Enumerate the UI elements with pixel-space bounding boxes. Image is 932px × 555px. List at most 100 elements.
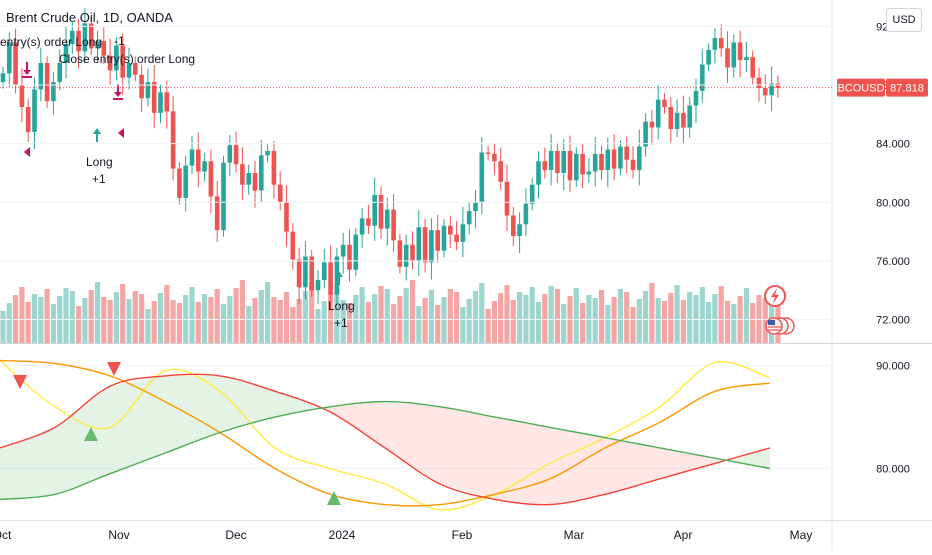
candle-113 [712,38,718,50]
volume-bar-81 [510,300,516,343]
candle-109 [687,105,692,128]
volume-bar-45 [283,292,290,343]
candle-74 [466,211,472,225]
candle-20 [126,63,132,78]
volume-bar-98 [617,289,623,343]
candle-9 [57,63,62,83]
volume-bar-88 [554,289,560,343]
volume-bar-52 [328,293,334,343]
currency-button[interactable]: USD [886,8,922,32]
candle-27 [170,111,176,169]
volume-bar-29 [183,295,189,343]
candle-34 [214,196,220,231]
candle-82 [517,224,522,236]
indicator-fill-0 [0,427,55,500]
candle-61 [385,209,390,229]
candle-110 [693,90,699,106]
exit-arrow-head-0 [23,70,31,75]
long-label-2: Long [328,299,355,313]
us-flag-icon[interactable] [765,317,795,335]
indicator-fill-8 [440,406,495,500]
volume-bar-25 [157,293,164,343]
candle-36 [227,145,233,163]
indicator-line-3 [0,400,771,501]
volume-bar-101 [636,299,642,343]
volume-bar-93 [586,295,592,343]
candle-55 [347,244,352,270]
volume-bar-31 [195,302,201,343]
volume-bar-49 [309,283,315,343]
candle-42 [265,150,270,156]
volume-bar-18 [113,292,119,343]
candle-114 [718,38,724,49]
volume-bars [0,280,781,343]
candle-119 [750,57,755,78]
exit-flag-0 [24,147,30,157]
volume-bar-60 [378,286,384,343]
volume-bar-24 [151,301,157,343]
candle-49 [309,256,314,291]
candle-51 [322,262,327,280]
volume-bar-73 [460,307,466,343]
candle-23 [145,82,151,99]
time-tick-7: May [790,528,813,542]
time-axis[interactable]: Oct Nov Dec 2024 Feb Mar Apr May [0,528,812,542]
candle-54 [340,244,346,257]
candle-56 [353,234,359,270]
candle-79 [498,161,503,182]
volume-bar-11 [69,291,75,343]
candle-32 [202,161,207,172]
candle-2 [13,42,18,86]
indicator-fill-2 [110,375,165,474]
flash-icon[interactable] [764,285,786,307]
candle-97 [611,149,617,169]
candle-57 [359,218,365,235]
volume-bar-3 [19,287,25,343]
time-tick-3: 2024 [329,528,356,542]
volume-bar-71 [447,289,453,343]
candle-93 [586,171,592,175]
last-price-label[interactable]: BCOUSD 87.818 [837,78,928,97]
candle-31 [196,149,201,172]
volume-bar-51 [321,301,327,343]
candle-7 [44,63,50,102]
candle-87 [548,150,554,171]
signal-triangle-1 [107,362,121,376]
candle-58 [366,218,371,226]
candle-8 [51,82,56,102]
volume-bar-87 [548,286,554,343]
volume-bar-38 [239,280,245,343]
volume-bar-108 [680,300,686,343]
indicator-fill-9 [495,417,550,505]
volume-bar-41 [258,290,264,343]
volume-bar-77 [485,309,491,343]
candle-39 [246,172,251,185]
indicator-fill-13 [715,447,770,469]
volume-bar-84 [529,287,535,343]
volume-bar-69 [435,305,441,343]
indicator-fill-11 [605,437,660,495]
volume-bar-53 [334,285,340,343]
volume-bar-55 [346,303,353,343]
indicator-line-0 [0,359,771,511]
candle-104 [655,99,661,128]
candle-43 [271,150,277,185]
candle-25 [158,92,163,113]
candle-118 [744,57,749,61]
indicator-fill-6 [330,401,385,448]
candle-19 [120,45,125,78]
volume-bar-47 [296,299,302,343]
candle-66 [416,227,422,261]
volume-bar-28 [176,303,182,343]
candle-29 [183,165,188,198]
candle-21 [133,63,138,75]
volume-bar-121 [762,298,768,343]
volume-bar-80 [504,285,510,343]
volume-bar-78 [491,301,497,343]
candle-117 [737,42,743,61]
volume-bar-56 [353,295,359,343]
volume-bar-22 [139,294,145,343]
candle-44 [277,184,283,203]
candle-24 [151,82,157,113]
candle-77 [485,152,491,154]
